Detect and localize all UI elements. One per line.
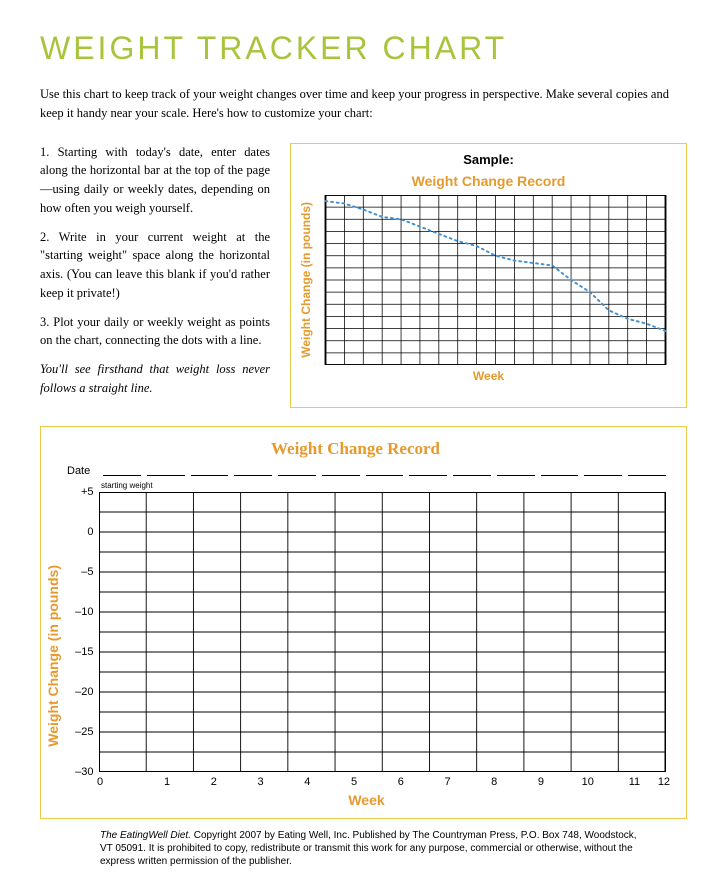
date-blank	[366, 466, 404, 476]
sample-label: Sample:	[299, 152, 678, 167]
main-x-axis-label: Week	[67, 792, 666, 808]
date-blank	[628, 466, 666, 476]
page-title: WEIGHT TRACKER CHART	[40, 30, 687, 67]
date-blank	[409, 466, 447, 476]
sample-chart-grid	[313, 195, 678, 365]
main-chart-grid	[99, 492, 666, 772]
main-y-axis-label: Weight Change (in pounds)	[45, 565, 61, 747]
instructions-block: 1. Starting with today's date, enter dat…	[40, 143, 270, 408]
date-row: Date	[67, 465, 666, 477]
main-y-tick-labels: +50–5–10–15–20–25–30	[67, 492, 99, 772]
main-chart-title: Weight Change Record	[45, 439, 666, 459]
sample-y-axis-label: Weight Change (in pounds)	[299, 202, 313, 358]
date-label: Date	[67, 465, 97, 477]
date-blank	[497, 466, 535, 476]
instruction-2: 2. Write in your current weight at the "…	[40, 228, 270, 303]
date-blank	[278, 466, 316, 476]
main-x-tick-labels: 0123456789101112	[67, 776, 666, 788]
main-chart-box: Weight Change Record Weight Change (in p…	[40, 426, 687, 819]
footer-copyright: The EatingWell Diet. Copyright 2007 by E…	[100, 829, 647, 868]
instruction-3: 3. Plot your daily or weekly weight as p…	[40, 313, 270, 351]
date-blank	[322, 466, 360, 476]
intro-text: Use this chart to keep track of your wei…	[40, 85, 687, 123]
date-blank	[584, 466, 622, 476]
date-blank	[191, 466, 229, 476]
sample-chart-box: Sample: Weight Change Record Weight Chan…	[290, 143, 687, 408]
date-blank	[147, 466, 185, 476]
date-blank	[453, 466, 491, 476]
sample-chart-title: Weight Change Record	[299, 173, 678, 189]
starting-weight-label: starting weight	[101, 481, 666, 490]
date-blank	[541, 466, 579, 476]
sample-x-axis-label: Week	[299, 369, 678, 383]
date-blank	[234, 466, 272, 476]
instruction-1: 1. Starting with today's date, enter dat…	[40, 143, 270, 218]
instruction-italic: You'll see firsthand that weight loss ne…	[40, 360, 270, 398]
date-blank	[103, 466, 141, 476]
